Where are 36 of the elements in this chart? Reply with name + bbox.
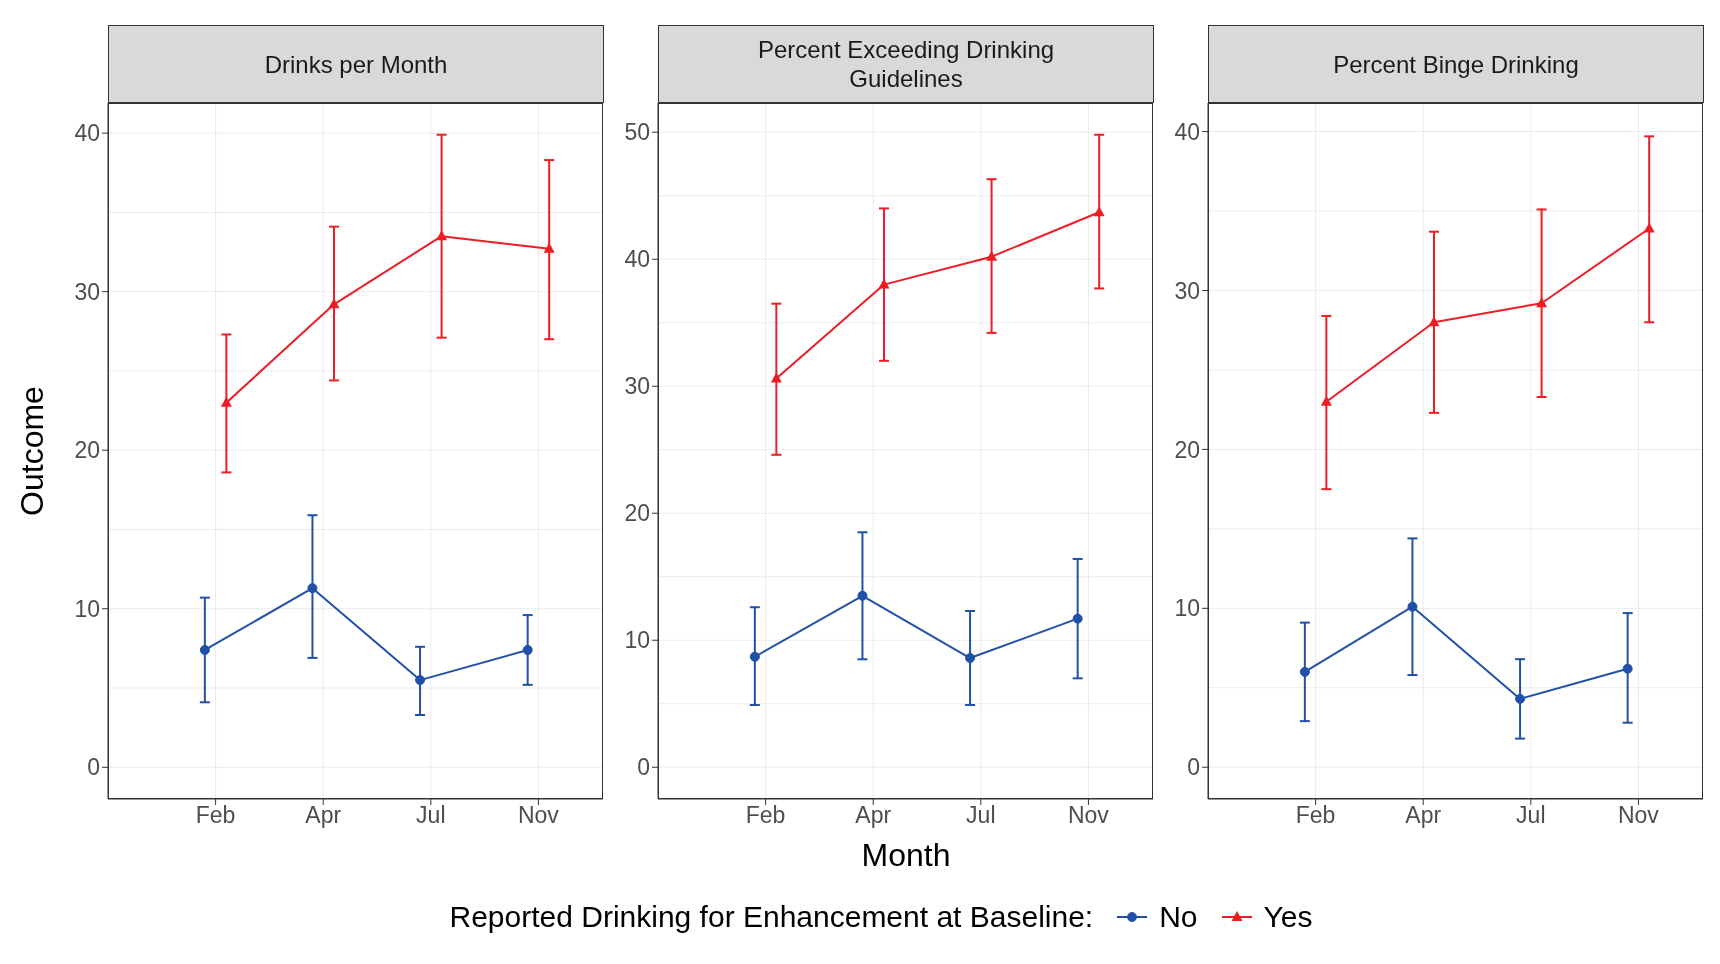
y-tick-label: 40 <box>1174 118 1200 145</box>
y-tick-label: 40 <box>74 120 100 147</box>
y-tick-label: 50 <box>624 119 650 146</box>
x-tick-label: Jul <box>1516 802 1546 829</box>
y-tick-label: 20 <box>624 500 650 527</box>
x-tick-label: Nov <box>1617 802 1660 829</box>
x-tick-label: Feb <box>1295 802 1336 829</box>
x-tick-label: Nov <box>1067 802 1110 829</box>
y-tick-label: 20 <box>1174 436 1200 463</box>
y-tick-label: 0 <box>87 754 100 781</box>
x-tick-label: Feb <box>745 802 786 829</box>
y-tick-label: 30 <box>74 278 100 305</box>
x-tick-label: Feb <box>195 802 236 829</box>
x-tick-label: Apr <box>855 802 892 829</box>
y-tick-label: 20 <box>74 437 100 464</box>
y-tick-label: 40 <box>624 246 650 273</box>
y-tick-label: 0 <box>1187 754 1200 781</box>
chart-title: Drinks per Month <box>264 49 448 79</box>
legend-title: Reported Drinking for Enhancement at Baseline: <box>449 900 1094 934</box>
chart-title: Percent Exceeding Drinking Guidelines <box>756 35 1056 93</box>
y-axis-title: Outcome <box>13 386 51 516</box>
legend-label: No <box>1159 900 1198 934</box>
x-tick-label: Apr <box>305 802 342 829</box>
legend-label: Yes <box>1263 900 1313 934</box>
x-tick-label: Jul <box>416 802 446 829</box>
x-tick-label: Jul <box>966 802 996 829</box>
y-tick-label: 0 <box>637 754 650 781</box>
y-tick-label: 30 <box>624 373 650 400</box>
y-tick-label: 10 <box>74 595 100 622</box>
y-tick-label: 10 <box>624 627 650 654</box>
x-tick-label: Nov <box>517 802 560 829</box>
y-tick-label: 30 <box>1174 277 1200 304</box>
x-axis-title: Month <box>860 837 952 874</box>
chart-title: Percent Binge Drinking <box>1333 49 1579 79</box>
x-tick-label: Apr <box>1405 802 1442 829</box>
y-tick-label: 10 <box>1174 595 1200 622</box>
